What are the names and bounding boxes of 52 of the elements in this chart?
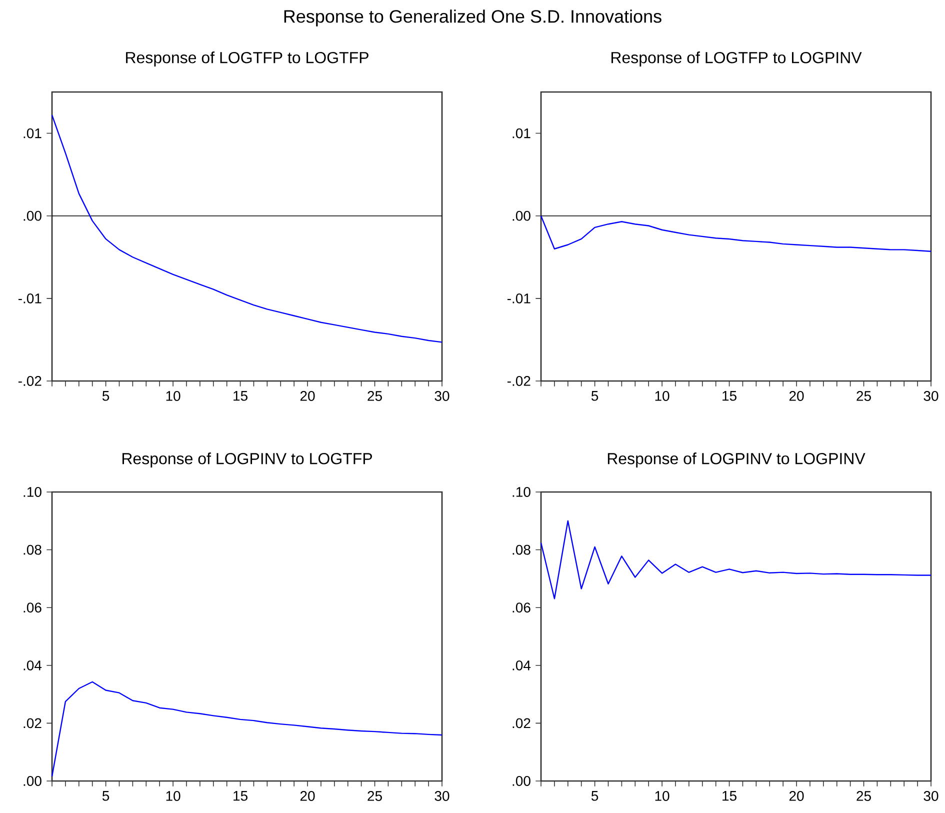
y-tick-label: .01 [24, 128, 42, 138]
y-tick-label: .00 [24, 776, 42, 786]
x-tick-label: 20 [789, 791, 804, 801]
y-tick-label: .04 [512, 660, 531, 670]
text: Response to Generalized One S.D. Innovations [284, 10, 662, 26]
x-tick-label: 10 [166, 391, 180, 401]
x-tick-label: 25 [368, 391, 382, 401]
x-tick-label: 10 [166, 791, 180, 801]
x-tick-label: 20 [300, 391, 315, 401]
y-tick-label: .06 [512, 602, 530, 613]
y-tick-label: .00 [512, 210, 530, 221]
x-tick-label: 10 [655, 391, 670, 401]
x-tick-label: 25 [856, 391, 871, 401]
line-series [51, 114, 443, 343]
x-tick-label: 20 [789, 391, 804, 401]
x-tick-label: 25 [368, 791, 382, 801]
y-tick-label: .01 [512, 128, 530, 138]
x-tick-label: 30 [924, 791, 938, 801]
x-tick-label: 15 [234, 791, 248, 801]
y-tick-label: -.02 [18, 376, 42, 386]
chart-title: Response of LOGTFP to LOGTFP [126, 52, 368, 66]
y-tick-label: .02 [512, 718, 530, 728]
y-tick-label: .08 [512, 544, 530, 555]
x-tick-label: 20 [300, 791, 315, 801]
x-tick-label: 30 [434, 791, 450, 801]
y-tick-label: .04 [24, 660, 42, 670]
x-tick-label: 25 [856, 791, 871, 801]
y-tick-label: .00 [24, 210, 42, 221]
x-tick-label: 5 [102, 791, 110, 801]
line-series [540, 520, 932, 600]
chart-title: Response of LOGPINV to LOGTFP [122, 452, 372, 468]
y-tick-label: .02 [24, 718, 42, 728]
x-tick-label: 5 [591, 391, 598, 401]
chart-title: Response of LOGPINV to LOGPINV [608, 452, 866, 468]
x-tick-label: 10 [655, 791, 670, 801]
chart-title: Response of LOGTFP to LOGPINV [611, 52, 862, 66]
x-tick-label: 30 [924, 391, 938, 401]
y-tick-label: .10 [512, 487, 530, 497]
x-tick-label: 5 [591, 791, 598, 801]
x-tick-label: 15 [722, 391, 736, 401]
line-series [51, 681, 443, 777]
x-tick-label: 30 [434, 391, 450, 401]
y-tick-label: -.02 [507, 376, 530, 386]
y-tick-label: .00 [512, 776, 530, 786]
x-tick-label: 15 [722, 791, 736, 801]
x-tick-label: 5 [102, 391, 110, 401]
y-tick-label: -.01 [18, 293, 42, 304]
y-tick-label: .08 [24, 544, 42, 555]
y-tick-label: .06 [24, 602, 42, 613]
x-tick-label: 15 [234, 391, 248, 401]
y-tick-label: .10 [24, 487, 42, 497]
y-tick-label: -.01 [507, 293, 530, 304]
